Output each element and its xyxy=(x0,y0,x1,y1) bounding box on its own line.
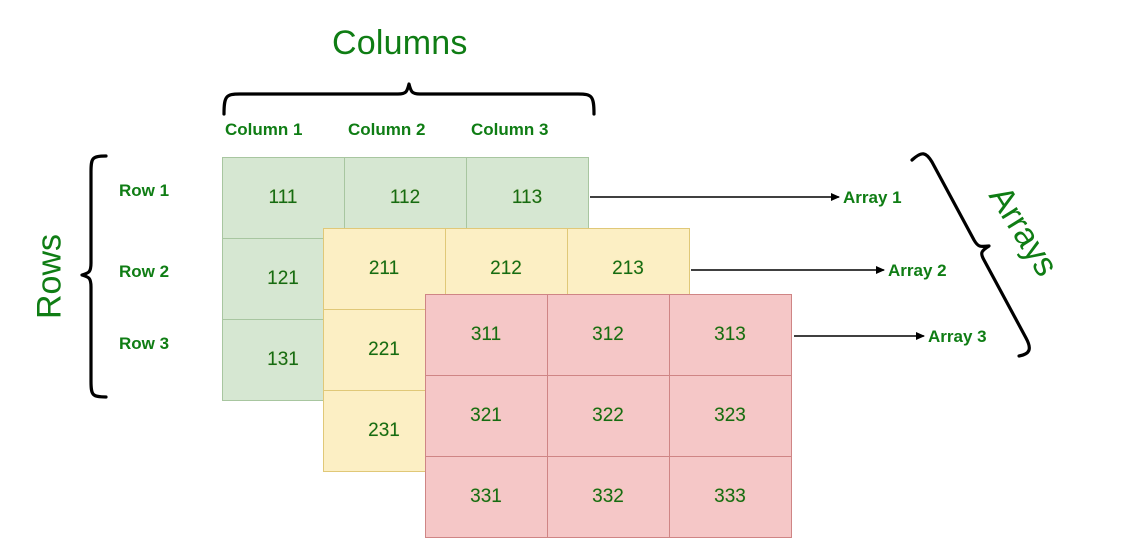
cell-313: 313 xyxy=(668,293,792,376)
array-label-2: Array 2 xyxy=(888,261,947,280)
row-header-3: Row 3 xyxy=(119,334,170,353)
column-header-1: Column 1 xyxy=(225,120,303,139)
array-label-1: Array 1 xyxy=(843,188,902,207)
cell-113: 113 xyxy=(465,156,589,239)
column-header-3: Column 3 xyxy=(471,120,549,139)
row-header-2: Row 2 xyxy=(119,262,170,281)
cell-331: 331 xyxy=(424,455,548,538)
columns-brace xyxy=(222,82,596,116)
array-label-3: Array 3 xyxy=(928,327,987,346)
rows-brace xyxy=(80,154,108,399)
cell-332: 332 xyxy=(546,455,670,538)
cell-111: 111 xyxy=(221,156,345,239)
columns-title: Columns xyxy=(332,24,468,62)
cell-333: 333 xyxy=(668,455,792,538)
column-header-2: Column 2 xyxy=(348,120,426,139)
array-3-grid: 311 312 313 321 322 323 331 332 333 xyxy=(424,293,792,538)
arrays-brace xyxy=(910,152,1031,358)
row-header-1: Row 1 xyxy=(119,181,170,200)
cell-322: 322 xyxy=(546,374,670,457)
cell-311: 311 xyxy=(424,293,548,376)
